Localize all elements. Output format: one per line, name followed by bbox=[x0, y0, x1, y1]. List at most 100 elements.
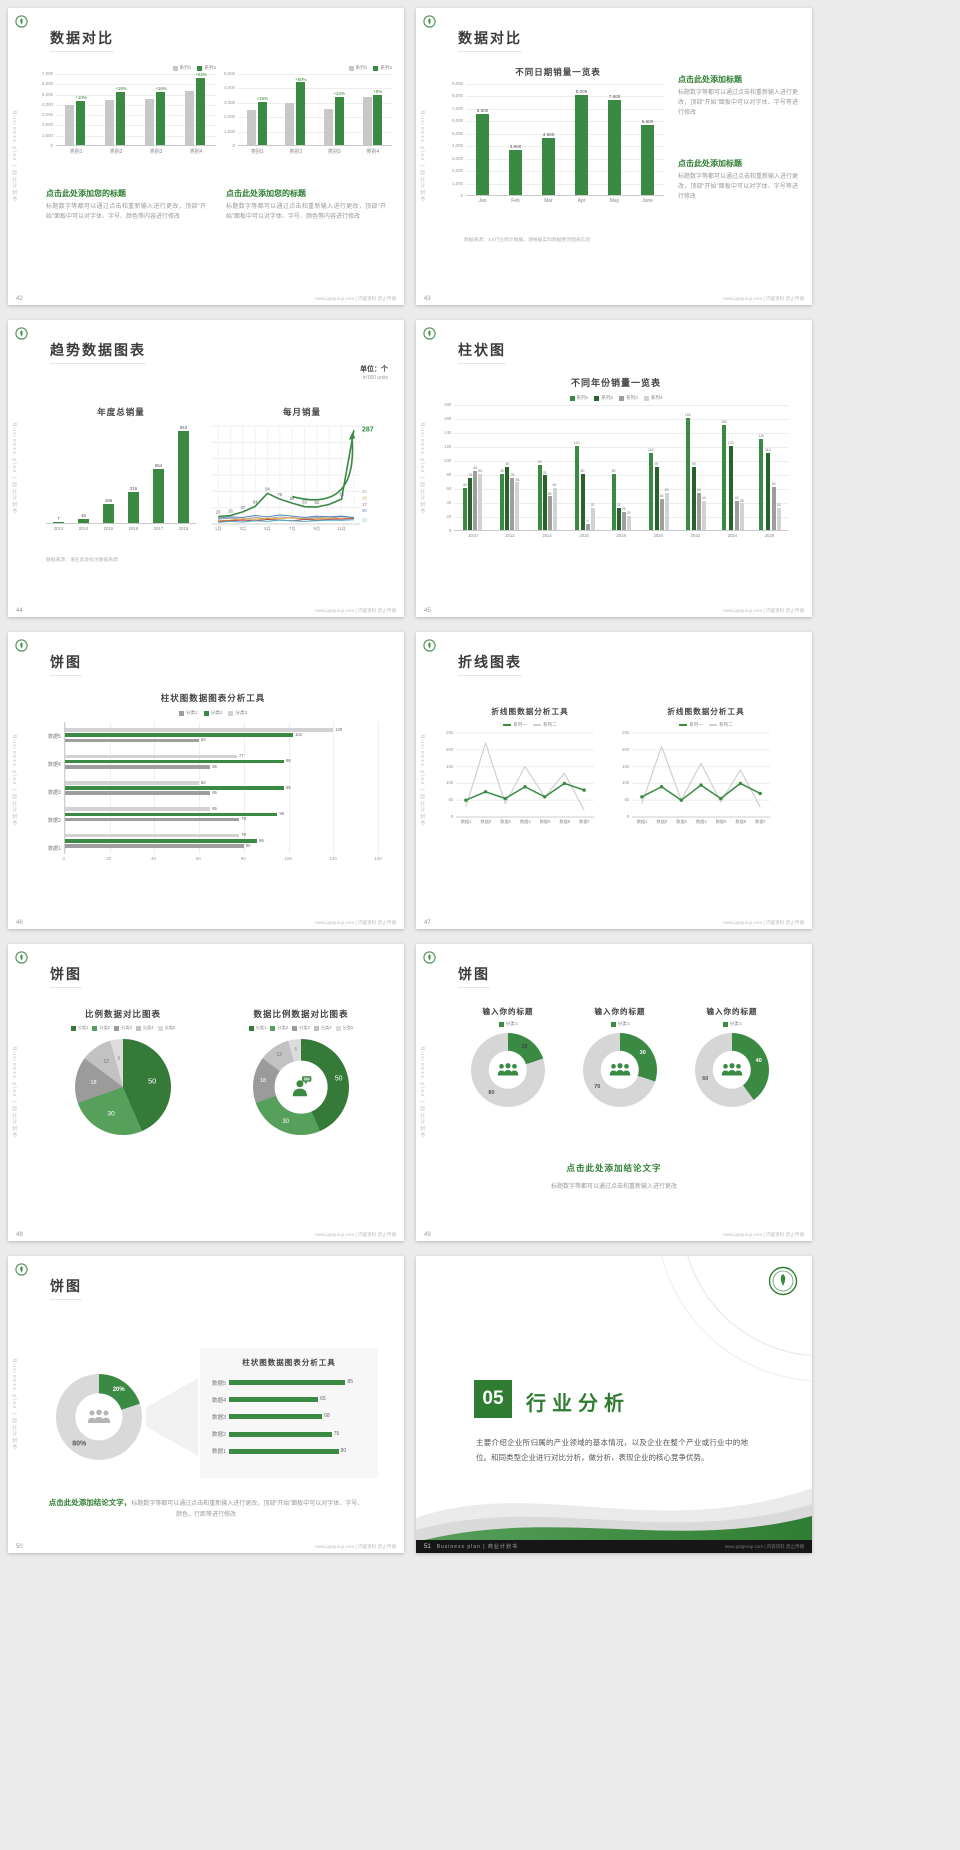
people-icon bbox=[608, 1063, 632, 1078]
chart-title: 折线图数据分析工具 bbox=[491, 707, 569, 716]
legend-item: 系列1 bbox=[569, 395, 588, 401]
placeholder-body: 标题数字等都可以通过点击和重新输入进行更改，顶部“开始”面板中可以对字体、字号、… bbox=[46, 204, 206, 220]
slide-number: 49 bbox=[424, 1232, 431, 1238]
conclusion-body: 标题数字等都可以通过点击和重新输入进行更改 bbox=[550, 1184, 677, 1190]
people-icon bbox=[496, 1063, 520, 1078]
slide-50[interactable]: Business plan | 商业计划书 饼图 20% 80% 柱状图数据图表分… bbox=[8, 1256, 404, 1553]
donut-chart: 50 30 18 12 5 bbox=[253, 1039, 349, 1135]
logo-icon bbox=[15, 327, 28, 340]
slide-number: 47 bbox=[424, 920, 431, 926]
slide-title: 柱状图 bbox=[458, 340, 506, 364]
svg-text:287: 287 bbox=[362, 427, 374, 434]
svg-text:54: 54 bbox=[253, 499, 258, 504]
placeholder-heading: 点击此处添加您的标题 bbox=[46, 189, 126, 198]
logo-icon bbox=[423, 327, 436, 340]
analysis-panel: 柱状图数据图表分析工具 数据5 数据4 数据3 数据2 数据1 85 65 68 75 80 bbox=[200, 1348, 378, 1478]
svg-text:76: 76 bbox=[277, 492, 282, 497]
slide-number: 51 bbox=[424, 1543, 431, 1550]
slide-49[interactable]: Business plan | 商业计划书 饼图 输入你的标题 分类1 20 80… bbox=[416, 944, 812, 1241]
legend-item: 分类1 bbox=[498, 1021, 517, 1027]
slide-45[interactable]: Business plan | 商业计划书 柱状图 不同年份销量一览表 系列1 系… bbox=[416, 320, 812, 617]
logo-icon bbox=[423, 639, 436, 652]
legend-item: 分类4 bbox=[135, 1025, 154, 1031]
svg-text:17: 17 bbox=[362, 502, 367, 507]
legend-item: 系列一 bbox=[503, 722, 527, 728]
legend-item: 系列一 bbox=[679, 722, 703, 728]
slide-footer-text: www.pptgroup.com | 内容资料 禁止传播 bbox=[723, 920, 804, 925]
legend-item: 分类3 bbox=[228, 710, 247, 716]
svg-text:18: 18 bbox=[362, 496, 367, 501]
svg-text:52: 52 bbox=[314, 500, 319, 505]
sidebar-vertical-text: Business plan | 商业计划书 bbox=[11, 1046, 17, 1139]
logo-icon bbox=[15, 15, 28, 28]
legend-item: 系列二 bbox=[709, 722, 733, 728]
slide-footer-text: www.pptgroup.com | 内容资料 禁止传播 bbox=[315, 1544, 396, 1549]
slide-footer-text: www.pptgroup.com | 内容资料 禁止传播 bbox=[724, 1543, 804, 1549]
chart-title: 输入你的标题 bbox=[594, 1007, 646, 1016]
logo-icon bbox=[423, 15, 436, 28]
chart-title: 输入你的标题 bbox=[706, 1007, 758, 1016]
svg-text:13: 13 bbox=[362, 517, 367, 522]
slide-grid: Business plan | 商业计划书 数据对比 系列1 系列2 7,000 6… bbox=[8, 8, 812, 1553]
grouped-bar-chart: 5,000 4,000 3,000 2,000 1,000 0 +25% +50% +34% +5… bbox=[224, 71, 392, 155]
legend-item: 分类1 bbox=[610, 1021, 629, 1027]
slide-48[interactable]: Business plan | 商业计划书 饼图 比例数据对比图表 分类1 分类2… bbox=[8, 944, 404, 1241]
chart-title: 年度总销量 bbox=[97, 407, 145, 417]
slide-43[interactable]: Business plan | 商业计划书 数据对比 不同日期销量一览表 9,0… bbox=[416, 8, 812, 305]
legend-item: 系列1 bbox=[348, 65, 367, 71]
bar-chart: 9,000 8,000 7,000 6,000 5,000 4,000 3,000 2,000… bbox=[452, 81, 664, 204]
chart-legend: 分类1 分类2 分类3 分类4 分类5 bbox=[216, 1025, 386, 1031]
slide-title: 饼图 bbox=[50, 652, 82, 676]
section-title: 行业分析 bbox=[526, 1393, 630, 1415]
legend-item: 分类2 bbox=[270, 1025, 288, 1031]
placeholder-heading: 点击此处添加标题 bbox=[678, 75, 742, 84]
legend-item: 分类1 bbox=[178, 710, 198, 716]
chart-legend: 系列1 系列2 系列3 系列4 bbox=[444, 395, 788, 401]
svg-text:37: 37 bbox=[240, 505, 245, 510]
legend-item: 分类5 bbox=[157, 1025, 175, 1031]
placeholder-body: 标题数字等都可以通过点击和重新输入进行更改，顶部“开始”面板中可以对字体、字号等… bbox=[678, 90, 799, 116]
chart-title: 折线图数据分析工具 bbox=[667, 707, 745, 716]
conclusion-text: 点击此处添加结论文字，标题数字等都可以通过点击和重新输入进行更改，顶部“开始”面… bbox=[46, 1496, 366, 1520]
chart-title: 数据比例数据对比图表 bbox=[253, 1009, 349, 1019]
source-note: 数据来源：XX行业统计数据，请根据实际数据更改图表信息 bbox=[464, 238, 591, 243]
svg-text:53: 53 bbox=[302, 500, 307, 505]
grouped-bar-chart: 7,000 6,000 5,000 4,000 3,000 2,000 1,000 0 +10%… bbox=[42, 71, 216, 155]
logo-icon bbox=[15, 951, 28, 964]
donut-chart: 20 80 bbox=[471, 1033, 545, 1107]
slide-42[interactable]: Business plan | 商业计划书 数据对比 系列1 系列2 7,000 6… bbox=[8, 8, 404, 305]
placeholder-body: 标题数字等都可以通过点击和重新输入进行更改，顶部“开始”面板中可以对字体、字号、… bbox=[226, 204, 386, 220]
logo-icon bbox=[15, 639, 28, 652]
svg-text:20: 20 bbox=[362, 508, 367, 513]
slide-46[interactable]: Business plan | 商业计划书 饼图 柱状图数据图表分析工具 分类1… bbox=[8, 632, 404, 929]
slide-title: 饼图 bbox=[458, 964, 490, 988]
source-note: 数据来源：请在此处标注数据来源 bbox=[46, 558, 118, 563]
line-chart: 250 200 150 100 50 0 数据1 数据2 数据3 数据4 数据5 数据6 数据7 bbox=[622, 730, 771, 824]
slide-footer-text: www.pptgroup.com | 内容资料 禁止传播 bbox=[315, 1232, 396, 1237]
slide-title: 饼图 bbox=[50, 1276, 82, 1300]
line-chart: 250 200 150 100 50 0 数据1 数据2 数据3 数据4 数据5 数据6 数据7 bbox=[446, 730, 595, 824]
logo-icon bbox=[423, 951, 436, 964]
slide-footer-text: www.pptgroup.com | 内容资料 禁止传播 bbox=[315, 920, 396, 925]
legend-item: 分类2 bbox=[92, 1025, 110, 1031]
conclusion-heading: 点击此处添加结论文字， bbox=[48, 1498, 132, 1507]
sidebar-vertical-text: Business plan | 商业计划书 bbox=[419, 1046, 425, 1139]
sidebar-vertical-text: Business plan | 商业计划书 bbox=[11, 734, 17, 827]
logo-icon bbox=[15, 1263, 28, 1276]
slide-44[interactable]: Business plan | 商业计划书 趋势数据图表 单位：个 in'000… bbox=[8, 320, 404, 617]
slide-title: 数据对比 bbox=[458, 28, 522, 52]
legend-item: 系列3 bbox=[619, 395, 638, 401]
sidebar-vertical-text: Business plan | 商业计划书 bbox=[419, 110, 425, 203]
slide-47[interactable]: Business plan | 商业计划书 折线图表 折线图数据分析工具 系列一… bbox=[416, 632, 812, 929]
chart-legend: 分类1 分类2 分类3 分类4 分类5 bbox=[38, 1025, 208, 1031]
sidebar-vertical-text: Business plan | 商业计划书 bbox=[11, 422, 17, 515]
slide-footer-text: www.pptgroup.com | 内容资料 禁止传播 bbox=[723, 1232, 804, 1237]
chart-legend: 系列一 系列二 bbox=[446, 722, 614, 728]
slide-51[interactable]: 05 行业分析 主要介绍企业所归属的产业领域的基本情况，以及企业在整个产业或行业… bbox=[416, 1256, 812, 1553]
slide-footer-text: www.pptgroup.com | 内容资料 禁止传播 bbox=[315, 296, 396, 301]
legend-item: 系列1 bbox=[172, 65, 191, 71]
placeholder-heading: 点击此处添加标题 bbox=[678, 159, 742, 168]
section-number: 05 bbox=[474, 1380, 512, 1418]
slide-number: 46 bbox=[16, 920, 23, 926]
svg-text:94: 94 bbox=[265, 486, 270, 491]
